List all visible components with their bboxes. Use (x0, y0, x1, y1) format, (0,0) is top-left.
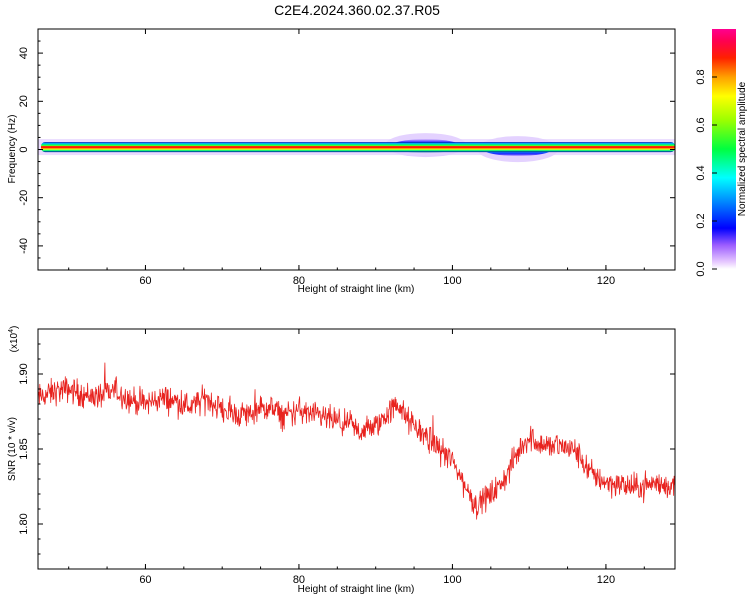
snr-y-multiplier: (x104) (8, 326, 20, 353)
heatmap-x-tick-label: 120 (597, 275, 615, 287)
colorbar-tick-label: 0.8 (695, 69, 707, 84)
heatmap-plot-area (38, 133, 675, 163)
colorbar-ticks: 0.0 0.2 0.4 0.6 0.8 (695, 69, 717, 277)
heatmap-y-tick-label: 40 (18, 47, 30, 59)
heatmap-x-tick-label: 60 (139, 275, 151, 287)
colorbar-tick-label: 0.4 (695, 165, 707, 180)
heatmap-x-axis-title: Height of straight line (km) (298, 284, 415, 295)
snr-x-tick-label: 120 (597, 574, 615, 586)
snr-x-tick-label: 80 (293, 574, 305, 586)
colorbar-gradient (712, 29, 736, 269)
heatmap-y-tick-label: -20 (18, 190, 30, 206)
snr-panel: 60 80 100 120 1.90 1.85 1.80 Height of straigh… (7, 326, 676, 595)
snr-axes: 60 80 100 120 1.90 1.85 1.80 (18, 328, 675, 586)
colorbar-label: Normalized spectral amplitude (737, 81, 748, 216)
snr-x-axis-title: Height of straight line (km) (298, 584, 415, 595)
heatmap-y-tick-label: -40 (18, 238, 30, 254)
colorbar-tick-label: 0.6 (695, 117, 707, 132)
colorbar-tick-label: 0.2 (695, 213, 707, 228)
heatmap-peak-line (41, 146, 675, 149)
heatmap-x-tick-label: 100 (443, 275, 461, 287)
snr-y-tick-label: 1.90 (18, 363, 30, 384)
heatmap-y-tick-label: 0 (18, 146, 30, 152)
heatmap-axes: 60 80 100 120 40 20 0 -20 -40 (18, 28, 675, 287)
snr-series-line (38, 362, 675, 520)
snr-y-tick-label: 1.85 (18, 438, 30, 459)
heatmap-x-tick-label: 80 (293, 275, 305, 287)
heatmap-panel: 60 80 100 120 40 20 0 -20 -40 Height of straight… (7, 28, 676, 295)
snr-x-tick-label: 100 (443, 574, 461, 586)
snr-y-tick-label: 1.80 (18, 513, 30, 534)
colorbar: 0.0 0.2 0.4 0.6 0.8 Normalized spectral ampl… (695, 29, 748, 277)
heatmap-y-tick-label: 20 (18, 95, 30, 107)
chart-title: C2E4.2024.360.02.37.R05 (274, 2, 440, 18)
snr-y-axis-title: SNR (10 * v/v) (7, 417, 18, 481)
snr-x-tick-label: 60 (139, 574, 151, 586)
colorbar-tick-label: 0.0 (695, 261, 707, 276)
heatmap-y-axis-title: Frequency (Hz) (7, 115, 18, 184)
